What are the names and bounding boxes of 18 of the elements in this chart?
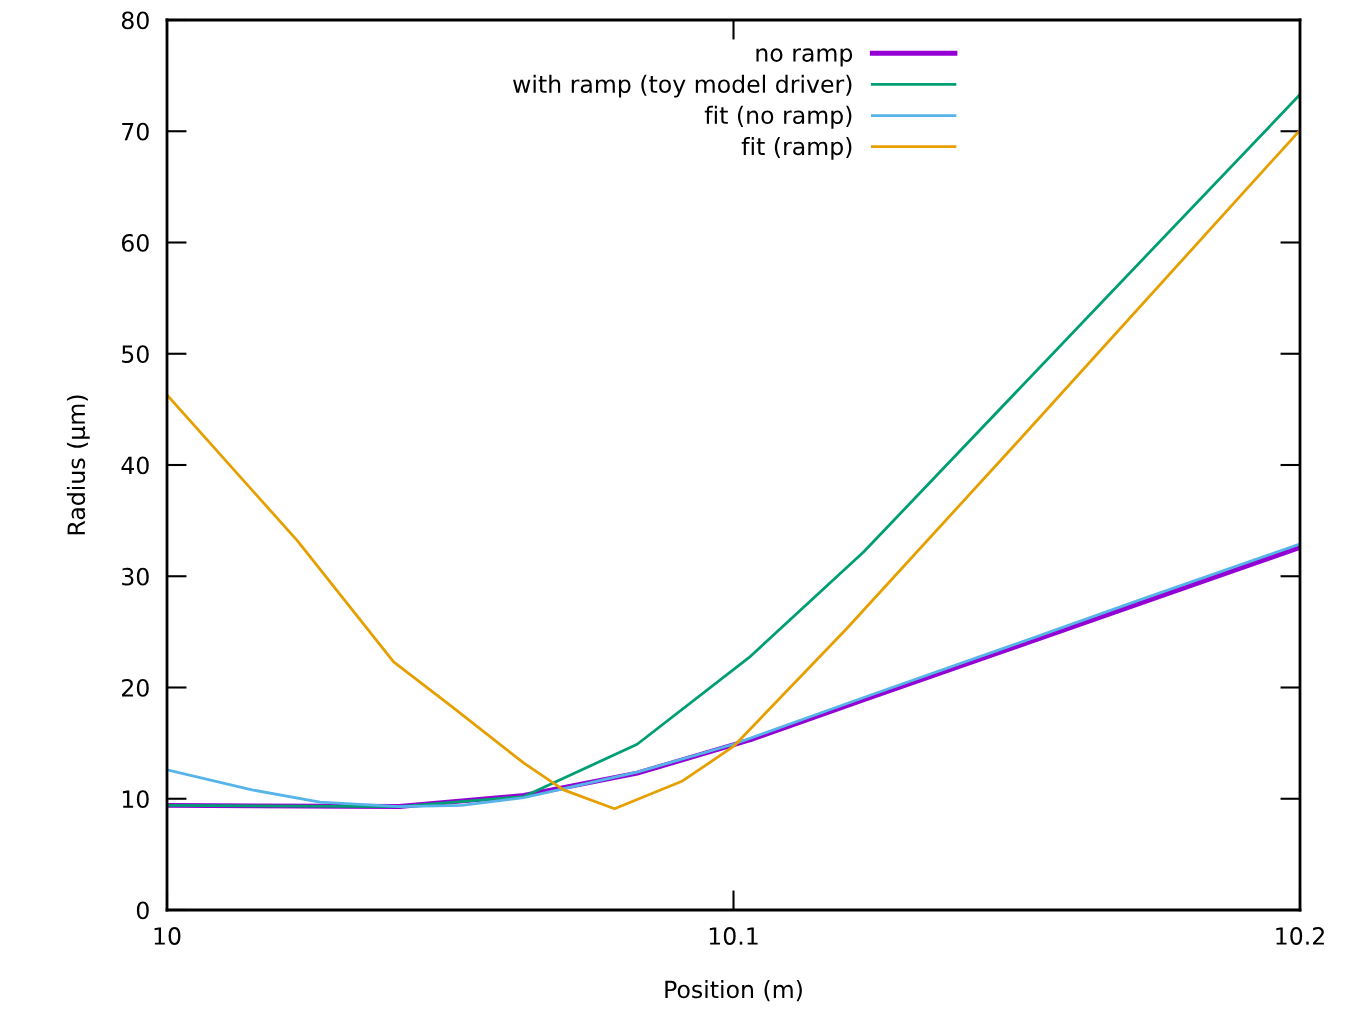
- legend-label: fit (no ramp): [704, 105, 852, 129]
- y-tick-label: 50: [122, 345, 149, 364]
- x-tick-label: 10.1: [709, 927, 758, 945]
- y-tick-label: 60: [121, 233, 149, 252]
- x-axis-title: Position (m): [665, 980, 802, 1002]
- y-tick-label: 30: [122, 567, 149, 586]
- legend-label: no ramp: [756, 48, 853, 67]
- y-tick-label: 10: [122, 790, 149, 809]
- legend-label: fit (ramp): [741, 136, 852, 160]
- y-tick-label: 0: [136, 901, 149, 920]
- y-axis-title: Radius (µm): [66, 395, 90, 535]
- x-tick-label: 10: [154, 927, 181, 945]
- y-tick-label: 20: [122, 678, 149, 697]
- y-tick-label: 70: [122, 122, 149, 141]
- x-tick-label: 10.2: [1276, 927, 1324, 945]
- y-tick-label: 80: [121, 11, 149, 30]
- y-tick-label: 40: [121, 456, 149, 475]
- legend-label: with ramp (toy model driver): [513, 74, 852, 98]
